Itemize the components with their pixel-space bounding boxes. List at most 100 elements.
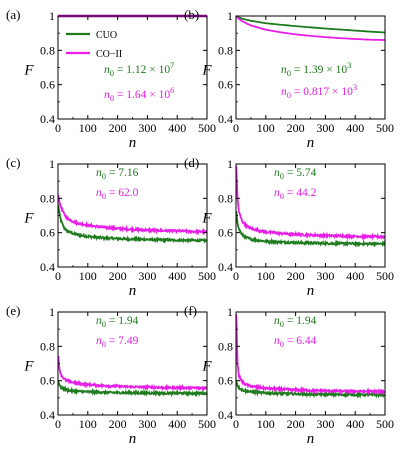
x-tick-label: 100 (257, 417, 275, 431)
n0-annotation: n0 = 7.49 (96, 335, 139, 349)
y-tick-label: 0.4 (218, 408, 233, 422)
plot-frame (57, 311, 208, 416)
y-tick-label: 0.6 (40, 374, 55, 388)
legend-entry: CO−II (96, 49, 122, 60)
series-line-co-ii (235, 15, 386, 41)
panel-label: (b) (184, 7, 199, 22)
y-tick-label: 0.6 (218, 226, 233, 240)
x-axis-label: n (129, 135, 137, 151)
y-tick-label: 0.8 (218, 43, 233, 57)
x-tick-label: 100 (79, 417, 97, 431)
y-tick-label: 0.8 (40, 339, 55, 353)
n0-annotation: n0 = 7.16 (96, 167, 139, 181)
n0-annotation: n0 = 1.39 × 103 (281, 60, 351, 78)
x-tick-label: 0 (233, 269, 239, 283)
panel-label: (d) (184, 155, 199, 170)
y-tick-label: 0.6 (40, 78, 55, 92)
y-tick-label: 0.6 (40, 226, 55, 240)
y-axis-label: F (201, 359, 212, 375)
legend-entry: CUO (96, 30, 117, 41)
panel-label: (c) (6, 155, 20, 170)
plot-frame (235, 163, 386, 268)
x-axis-label: n (129, 283, 137, 299)
y-tick-label: 0.4 (40, 408, 55, 422)
y-tick-label: 0.8 (218, 191, 233, 205)
x-tick-label: 500 (376, 417, 394, 431)
x-tick-label: 300 (316, 417, 334, 431)
x-tick-label: 500 (198, 121, 216, 135)
y-tick-label: 1 (227, 9, 233, 23)
x-axis-label: n (129, 431, 137, 447)
n0-annotation: n0 = 5.74 (274, 167, 317, 181)
n0-annotation: n0 = 6.44 (274, 335, 317, 349)
x-tick-label: 300 (316, 121, 334, 135)
n0-annotation: n0 = 44.2 (274, 187, 317, 201)
n0-annotation: n0 = 62.0 (96, 187, 139, 201)
panel-e: 0 100 200 300 400 500 0.4 0.6 0.8 1 n F (e) n0 = 1.94… (6, 303, 216, 447)
y-tick-label: 0.8 (40, 43, 55, 57)
n0-annotation: n0 = 1.94 (274, 315, 317, 329)
x-tick-label: 0 (55, 121, 61, 135)
plot-frame (57, 163, 208, 268)
x-tick-label: 500 (198, 417, 216, 431)
y-axis-label: F (23, 211, 34, 227)
y-axis-label: F (23, 63, 34, 79)
x-tick-label: 0 (55, 417, 61, 431)
x-tick-label: 200 (109, 121, 127, 135)
x-tick-label: 0 (233, 121, 239, 135)
panel-a: 0 100 200 300 400 5000.40.60.81nF(a)CUOCO−IIn… (6, 7, 216, 151)
x-tick-label: 500 (376, 121, 394, 135)
y-axis-label: F (23, 359, 34, 375)
x-tick-label: 0 (55, 269, 61, 283)
y-tick-label: 1 (227, 305, 233, 319)
n0-annotation: n0 = 1.94 (96, 315, 139, 329)
series-line-cuo (235, 15, 386, 34)
series-line-co-ii (57, 355, 208, 392)
series-line-co-ii (57, 194, 208, 236)
y-tick-label: 1 (49, 305, 55, 319)
y-tick-label: 1 (49, 157, 55, 171)
series-line-cuo (235, 211, 386, 248)
x-tick-label: 100 (257, 121, 275, 135)
series-line-cuo (57, 204, 208, 244)
y-axis-label: F (201, 211, 212, 227)
series-line-co-ii (235, 166, 386, 241)
x-tick-label: 400 (346, 269, 364, 283)
x-tick-label: 500 (376, 269, 394, 283)
panel-label: (e) (6, 303, 20, 318)
x-tick-label: 200 (109, 417, 127, 431)
x-tick-label: 100 (79, 269, 97, 283)
y-tick-label: 1 (49, 9, 55, 23)
x-tick-label: 0 (233, 417, 239, 431)
x-tick-label: 400 (346, 417, 364, 431)
x-tick-label: 200 (287, 417, 305, 431)
y-tick-label: 0.4 (40, 260, 55, 274)
x-tick-label: 300 (316, 269, 334, 283)
y-tick-label: 0.6 (218, 78, 233, 92)
x-tick-label: 200 (287, 121, 305, 135)
x-tick-label: 400 (168, 417, 186, 431)
series-line-co-ii (235, 314, 386, 396)
y-tick-label: 0.4 (218, 112, 233, 126)
x-tick-label: 400 (346, 121, 364, 135)
x-axis-label: n (307, 431, 315, 447)
x-tick-label: 300 (138, 269, 156, 283)
series-line-cuo (57, 380, 208, 398)
x-tick-label: 400 (168, 269, 186, 283)
x-tick-label: 200 (287, 269, 305, 283)
x-tick-label: 500 (198, 269, 216, 283)
x-tick-label: 100 (79, 121, 97, 135)
plot-frame (235, 311, 386, 416)
y-tick-label: 0.4 (40, 112, 55, 126)
y-tick-label: 0.6 (218, 374, 233, 388)
y-tick-label: 0.4 (218, 260, 233, 274)
x-axis-label: n (307, 283, 315, 299)
panel-label: (f) (184, 303, 197, 318)
panel-label: (a) (6, 7, 20, 22)
y-tick-label: 0.8 (218, 339, 233, 353)
x-axis-label: n (307, 135, 315, 151)
series-line-cuo (235, 380, 386, 399)
